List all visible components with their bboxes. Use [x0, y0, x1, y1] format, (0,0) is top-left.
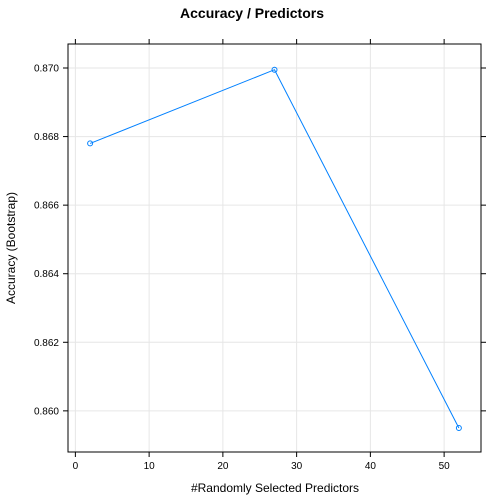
chart-title: Accuracy / Predictors	[180, 5, 324, 21]
axis-ticks: 0 10 20 30 40 50 0.860 0.862 0.864 0.866 0.868 0.87…	[34, 39, 486, 472]
plot-frame	[67, 43, 482, 453]
data-point	[455, 425, 462, 431]
data-point	[271, 66, 278, 73]
x-tick-label: 40	[365, 461, 377, 472]
x-tick-label: 0	[73, 461, 79, 472]
x-axis-label: #Randomly Selected Predictors	[191, 481, 359, 495]
data-point	[87, 140, 94, 147]
y-tick-label: 0.870	[34, 64, 59, 75]
x-tick-label: 20	[217, 461, 229, 472]
y-tick-label: 0.868	[34, 132, 59, 143]
y-tick-label: 0.862	[34, 338, 59, 349]
y-tick-label: 0.866	[34, 201, 59, 212]
grid	[68, 44, 481, 452]
y-tick-label: 0.864	[34, 269, 59, 280]
y-axis-label: Accuracy (Bootstrap)	[4, 192, 18, 304]
x-tick-label: 10	[144, 461, 156, 472]
series-line	[89, 69, 460, 429]
x-tick-label: 50	[439, 461, 451, 472]
series	[87, 66, 462, 431]
x-tick-label: 30	[291, 461, 303, 472]
y-tick-label: 0.860	[34, 406, 59, 417]
